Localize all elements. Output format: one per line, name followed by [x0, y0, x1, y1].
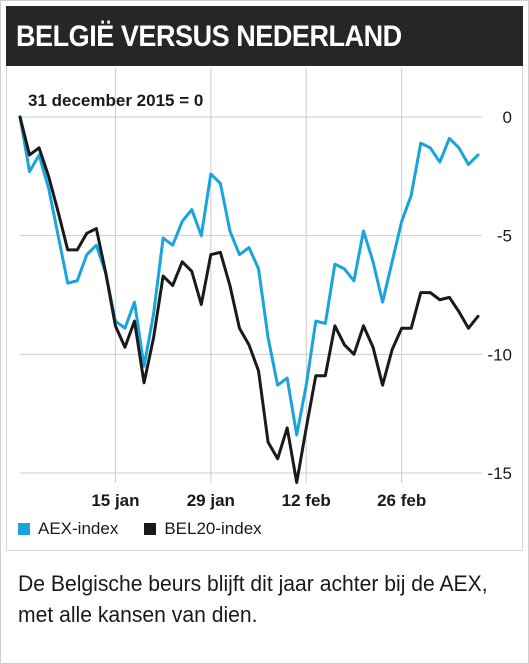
legend-item-aex: AEX-index — [18, 519, 118, 539]
x-tick-label: 12 feb — [282, 491, 331, 510]
legend-swatch-aex — [18, 523, 30, 535]
chart-caption: De Belgische beurs blijft dit jaar achte… — [18, 571, 488, 627]
y-tick-label: -15 — [487, 464, 512, 483]
chart-title: BELGIË VERSUS NEDERLAND — [16, 20, 402, 53]
baseline-annotation: 31 december 2015 = 0 — [28, 91, 203, 110]
title-bar: BELGIË VERSUS NEDERLAND — [6, 6, 523, 66]
legend-swatch-bel20 — [144, 523, 157, 535]
line-chart: 0 -5 -10 -15 15 jan 29 jan 12 feb 26 feb 31 dece… — [18, 68, 512, 510]
x-tick-label: 15 jan — [91, 491, 139, 510]
legend-label-bel20: BEL20-index — [164, 519, 262, 538]
legend-label-aex: AEX-index — [38, 519, 119, 538]
x-tick-label: 26 feb — [377, 491, 426, 510]
y-tick-label: -5 — [497, 227, 512, 246]
legend-item-bel20: BEL20-index — [144, 519, 262, 539]
chart-area — [6, 66, 523, 551]
aex-index-line — [18, 115, 480, 437]
bel20-index-line — [18, 115, 480, 484]
y-tick-label: -10 — [487, 345, 512, 364]
x-tick-label: 29 jan — [187, 491, 235, 510]
legend: AEX-index BEL20-index — [18, 519, 288, 539]
y-tick-label: 0 — [503, 108, 512, 127]
